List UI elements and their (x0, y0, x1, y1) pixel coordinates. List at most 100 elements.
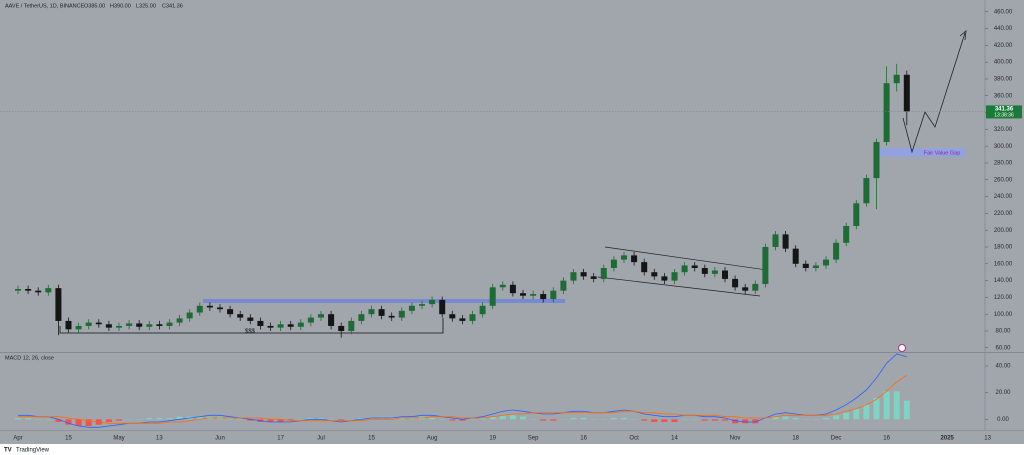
annotation-label: Fair Value Gap (924, 150, 961, 156)
chart-title: AAVE / TetherUS, 1D, BINANCE (5, 3, 85, 9)
candle-body (671, 272, 678, 281)
y-tick-label: 20.00 (995, 390, 1011, 396)
histogram-bar (732, 419, 739, 424)
x-tick-label: 18 (792, 436, 799, 442)
candle-body (75, 325, 82, 330)
candle-body (227, 309, 234, 315)
x-tick-label: Dec (831, 436, 842, 442)
x-tick-label: Apr (13, 436, 22, 442)
y-tick-label: 420.00 (994, 43, 1013, 49)
candle-body (186, 312, 193, 319)
x-tick-label: 15 (368, 436, 375, 442)
macd-title: MACD 12, 26, close (5, 355, 54, 361)
candle-body (621, 255, 627, 260)
candle-body (45, 288, 52, 293)
candle-body (732, 278, 739, 288)
histogram-bar (509, 415, 516, 420)
y-tick-label: 80.00 (995, 329, 1011, 335)
candle-body (398, 310, 405, 318)
candle-body (267, 325, 274, 328)
last-price-label: 341.36 (995, 107, 1014, 113)
candle-body (742, 287, 749, 291)
candle-body (540, 294, 547, 300)
y-tick-label: 440.00 (994, 26, 1013, 32)
y-tick-label: 280.00 (994, 161, 1013, 167)
candle-body (65, 320, 72, 330)
candle-body (297, 322, 304, 327)
y-tick-label: 120.00 (994, 295, 1013, 301)
histogram-bar (671, 419, 678, 422)
legend-close: C341.36 (162, 3, 183, 9)
candle-body (802, 263, 809, 268)
histogram-bar (550, 419, 557, 421)
candle-body (408, 305, 415, 311)
histogram-bar (843, 412, 850, 420)
macd-line (18, 353, 907, 428)
candle-body (489, 287, 496, 306)
candle-body (429, 299, 436, 305)
histogram-bar (156, 418, 163, 420)
y-tick-label: 180.00 (994, 245, 1013, 251)
histogram-bar (479, 418, 486, 420)
histogram-bar (499, 415, 506, 420)
x-tick-label: 14 (671, 436, 678, 442)
candle-body (85, 322, 92, 326)
candle-body (883, 83, 890, 142)
candle-body (833, 242, 840, 260)
range-high-zone (203, 299, 565, 303)
y-tick-label: 220.00 (994, 211, 1013, 217)
candle-body (136, 323, 143, 327)
candle-body (631, 255, 638, 263)
histogram-bar (146, 418, 153, 420)
histogram-bar (15, 418, 21, 420)
candle-body (499, 284, 506, 288)
histogram-bar (166, 418, 173, 420)
histogram-bar (701, 419, 708, 421)
macd-line (18, 374, 908, 424)
y-tick-label: 380.00 (994, 77, 1013, 83)
candle-body (863, 178, 870, 204)
histogram-bar (772, 416, 779, 420)
x-tick-label: Oct (629, 436, 639, 442)
projection-arrowhead (959, 30, 967, 41)
histogram-bar (893, 391, 900, 420)
histogram-bar (398, 418, 405, 420)
candle-body (368, 309, 375, 315)
candle-body (752, 283, 759, 291)
footer-bar (0, 444, 1024, 455)
histogram-bar (176, 416, 183, 420)
histogram-bar (307, 418, 314, 420)
candle-body (823, 259, 829, 266)
event-marker (898, 344, 906, 352)
histogram-bar (378, 418, 385, 420)
brand: TradingView (16, 448, 50, 454)
candle-body (792, 248, 799, 264)
y-tick-label: 60.00 (995, 345, 1011, 351)
histogram-bar (792, 418, 799, 420)
candle-body (691, 265, 698, 268)
candle-body (641, 262, 648, 273)
y-tick-label: 460.00 (994, 9, 1013, 15)
y-tick-label: 240.00 (994, 194, 1013, 200)
histogram-bar (287, 419, 294, 421)
histogram-bar (75, 419, 82, 426)
projection-path (902, 32, 966, 154)
countdown-label: 13:38:36 (994, 112, 1014, 118)
histogram-bar (883, 391, 890, 420)
histogram-bar (116, 419, 122, 421)
candle-body (105, 324, 112, 328)
histogram-bar (25, 418, 32, 420)
x-tick-label: Jul (317, 436, 325, 442)
histogram-bar (338, 419, 345, 421)
y-tick-label: 320.00 (994, 127, 1013, 133)
histogram-bar (459, 419, 466, 421)
histogram-bar (823, 418, 829, 420)
candle-body (257, 320, 264, 326)
candle-body (843, 225, 850, 243)
candle-body (378, 309, 385, 316)
x-tick-label: Sep (528, 436, 539, 442)
candle-body (116, 325, 122, 328)
x-tick-label: 13 (156, 436, 163, 442)
candle-body (318, 314, 324, 318)
